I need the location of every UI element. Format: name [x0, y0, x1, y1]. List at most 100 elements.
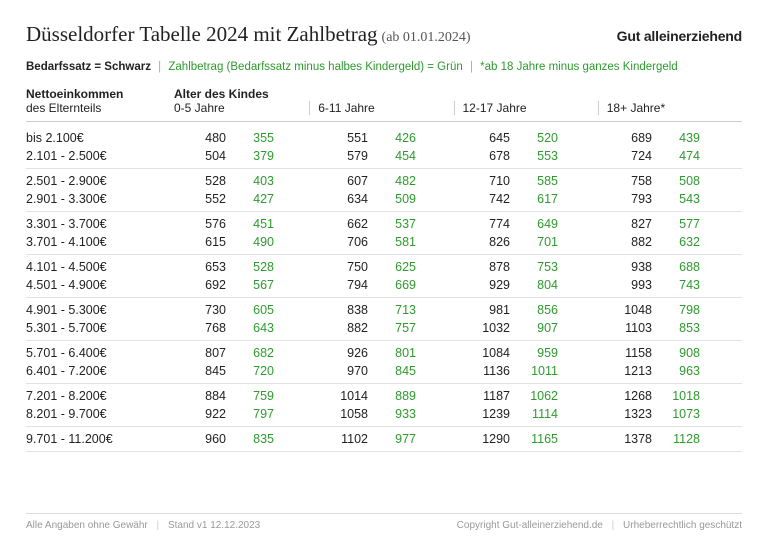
- row-group: 3.301 - 3.700€5764516625377746498275773.…: [26, 212, 742, 255]
- cell-pair: 1032907: [458, 319, 600, 337]
- value-zahlbetrag: 1011: [510, 362, 558, 380]
- value-bedarfssatz: 922: [182, 405, 226, 423]
- cell-pair: 662537: [316, 215, 458, 233]
- age-group-header: 18+ Jahre*: [598, 101, 742, 115]
- value-zahlbetrag: 379: [226, 147, 274, 165]
- table-body: bis 2.100€4803555514266455206894392.101 …: [26, 126, 742, 452]
- table-row: 3.301 - 3.700€576451662537774649827577: [26, 215, 742, 233]
- value-zahlbetrag: 509: [368, 190, 416, 208]
- value-bedarfssatz: 758: [608, 172, 652, 190]
- row-group: 5.701 - 6.400€80768292680110849591158908…: [26, 341, 742, 384]
- row-group: 4.901 - 5.300€73060583871398185610487985…: [26, 298, 742, 341]
- cell-pair: 826701: [458, 233, 600, 251]
- cell-income: 2.101 - 2.500€: [26, 147, 174, 165]
- head-income-bold: Nettoeinkommen: [26, 87, 174, 101]
- cell-pair: 12681018: [600, 387, 742, 405]
- value-zahlbetrag: 933: [368, 405, 416, 423]
- value-bedarfssatz: 981: [466, 301, 510, 319]
- cell-income: 2.501 - 2.900€: [26, 172, 174, 190]
- value-zahlbetrag: 355: [226, 129, 274, 147]
- value-bedarfssatz: 882: [608, 233, 652, 251]
- cell-pair: 742617: [458, 190, 600, 208]
- footer: Alle Angaben ohne Gewähr | Stand v1 12.1…: [26, 513, 742, 531]
- value-bedarfssatz: 1323: [608, 405, 652, 423]
- legend-green: Zahlbetrag (Bedarfssatz minus halbes Kin…: [168, 61, 462, 73]
- brand-logo: Gut alleinerziehend: [617, 28, 742, 44]
- value-bedarfssatz: 768: [182, 319, 226, 337]
- cell-pair: 579454: [316, 147, 458, 165]
- value-bedarfssatz: 678: [466, 147, 510, 165]
- value-zahlbetrag: 688: [652, 258, 700, 276]
- value-zahlbetrag: 625: [368, 258, 416, 276]
- value-bedarfssatz: 1268: [608, 387, 652, 405]
- header: Düsseldorfer Tabelle 2024 mit Zahlbetrag…: [26, 22, 742, 47]
- value-zahlbetrag: 713: [368, 301, 416, 319]
- value-zahlbetrag: 643: [226, 319, 274, 337]
- value-bedarfssatz: 579: [324, 147, 368, 165]
- value-bedarfssatz: 576: [182, 215, 226, 233]
- value-zahlbetrag: 759: [226, 387, 274, 405]
- value-bedarfssatz: 615: [182, 233, 226, 251]
- value-zahlbetrag: 889: [368, 387, 416, 405]
- cell-pair: 13231073: [600, 405, 742, 423]
- cell-pair: 882757: [316, 319, 458, 337]
- cell-pair: 960835: [174, 430, 316, 448]
- value-bedarfssatz: 1213: [608, 362, 652, 380]
- cell-pair: 926801: [316, 344, 458, 362]
- table-row: bis 2.100€480355551426645520689439: [26, 129, 742, 147]
- value-zahlbetrag: 753: [510, 258, 558, 276]
- value-zahlbetrag: 617: [510, 190, 558, 208]
- value-bedarfssatz: 970: [324, 362, 368, 380]
- value-bedarfssatz: 750: [324, 258, 368, 276]
- value-zahlbetrag: 908: [652, 344, 700, 362]
- table-row: 9.701 - 11.200€9608351102977129011651378…: [26, 430, 742, 448]
- value-zahlbetrag: 963: [652, 362, 700, 380]
- cell-pair: 551426: [316, 129, 458, 147]
- cell-pair: 884759: [174, 387, 316, 405]
- footer-disclaimer: Alle Angaben ohne Gewähr: [26, 520, 148, 531]
- value-bedarfssatz: 929: [466, 276, 510, 294]
- cell-pair: 922797: [174, 405, 316, 423]
- value-bedarfssatz: 1290: [466, 430, 510, 448]
- value-bedarfssatz: 794: [324, 276, 368, 294]
- cell-pair: 758508: [600, 172, 742, 190]
- value-bedarfssatz: 1058: [324, 405, 368, 423]
- table-row: 5.701 - 6.400€80768292680110849591158908: [26, 344, 742, 362]
- value-zahlbetrag: 474: [652, 147, 700, 165]
- value-bedarfssatz: 1032: [466, 319, 510, 337]
- head-age: Alter des Kindes 0-5 Jahre6-11 Jahre12-1…: [174, 87, 742, 115]
- footer-left: Alle Angaben ohne Gewähr | Stand v1 12.1…: [26, 520, 260, 531]
- table-row: 4.901 - 5.300€7306058387139818561048798: [26, 301, 742, 319]
- value-zahlbetrag: 605: [226, 301, 274, 319]
- cell-pair: 504379: [174, 147, 316, 165]
- footer-protect: Urheberrechtlich geschützt: [623, 520, 742, 531]
- value-zahlbetrag: 439: [652, 129, 700, 147]
- table-row: 7.201 - 8.200€88475910148891187106212681…: [26, 387, 742, 405]
- table-row: 6.401 - 7.200€84572097084511361011121396…: [26, 362, 742, 380]
- cell-pair: 730605: [174, 301, 316, 319]
- value-zahlbetrag: 743: [652, 276, 700, 294]
- value-bedarfssatz: 807: [182, 344, 226, 362]
- value-zahlbetrag: 482: [368, 172, 416, 190]
- cell-pair: 615490: [174, 233, 316, 251]
- value-zahlbetrag: 720: [226, 362, 274, 380]
- cell-pair: 794669: [316, 276, 458, 294]
- cell-pair: 768643: [174, 319, 316, 337]
- value-zahlbetrag: 801: [368, 344, 416, 362]
- value-zahlbetrag: 553: [510, 147, 558, 165]
- value-bedarfssatz: 689: [608, 129, 652, 147]
- table-header: Nettoeinkommen des Elternteils Alter des…: [26, 87, 742, 122]
- cell-income: 8.201 - 9.700€: [26, 405, 174, 423]
- value-zahlbetrag: 426: [368, 129, 416, 147]
- value-zahlbetrag: 537: [368, 215, 416, 233]
- legend-sep: |: [158, 61, 161, 73]
- cell-pair: 13781128: [600, 430, 742, 448]
- title-main: Düsseldorfer Tabelle 2024 mit Zahlbetrag: [26, 22, 378, 46]
- cell-pair: 807682: [174, 344, 316, 362]
- table-row: 4.501 - 4.900€692567794669929804993743: [26, 276, 742, 294]
- page-title: Düsseldorfer Tabelle 2024 mit Zahlbetrag…: [26, 22, 471, 47]
- legend: Bedarfssatz = Schwarz | Zahlbetrag (Beda…: [26, 61, 742, 73]
- value-zahlbetrag: 1018: [652, 387, 700, 405]
- value-bedarfssatz: 826: [466, 233, 510, 251]
- value-bedarfssatz: 480: [182, 129, 226, 147]
